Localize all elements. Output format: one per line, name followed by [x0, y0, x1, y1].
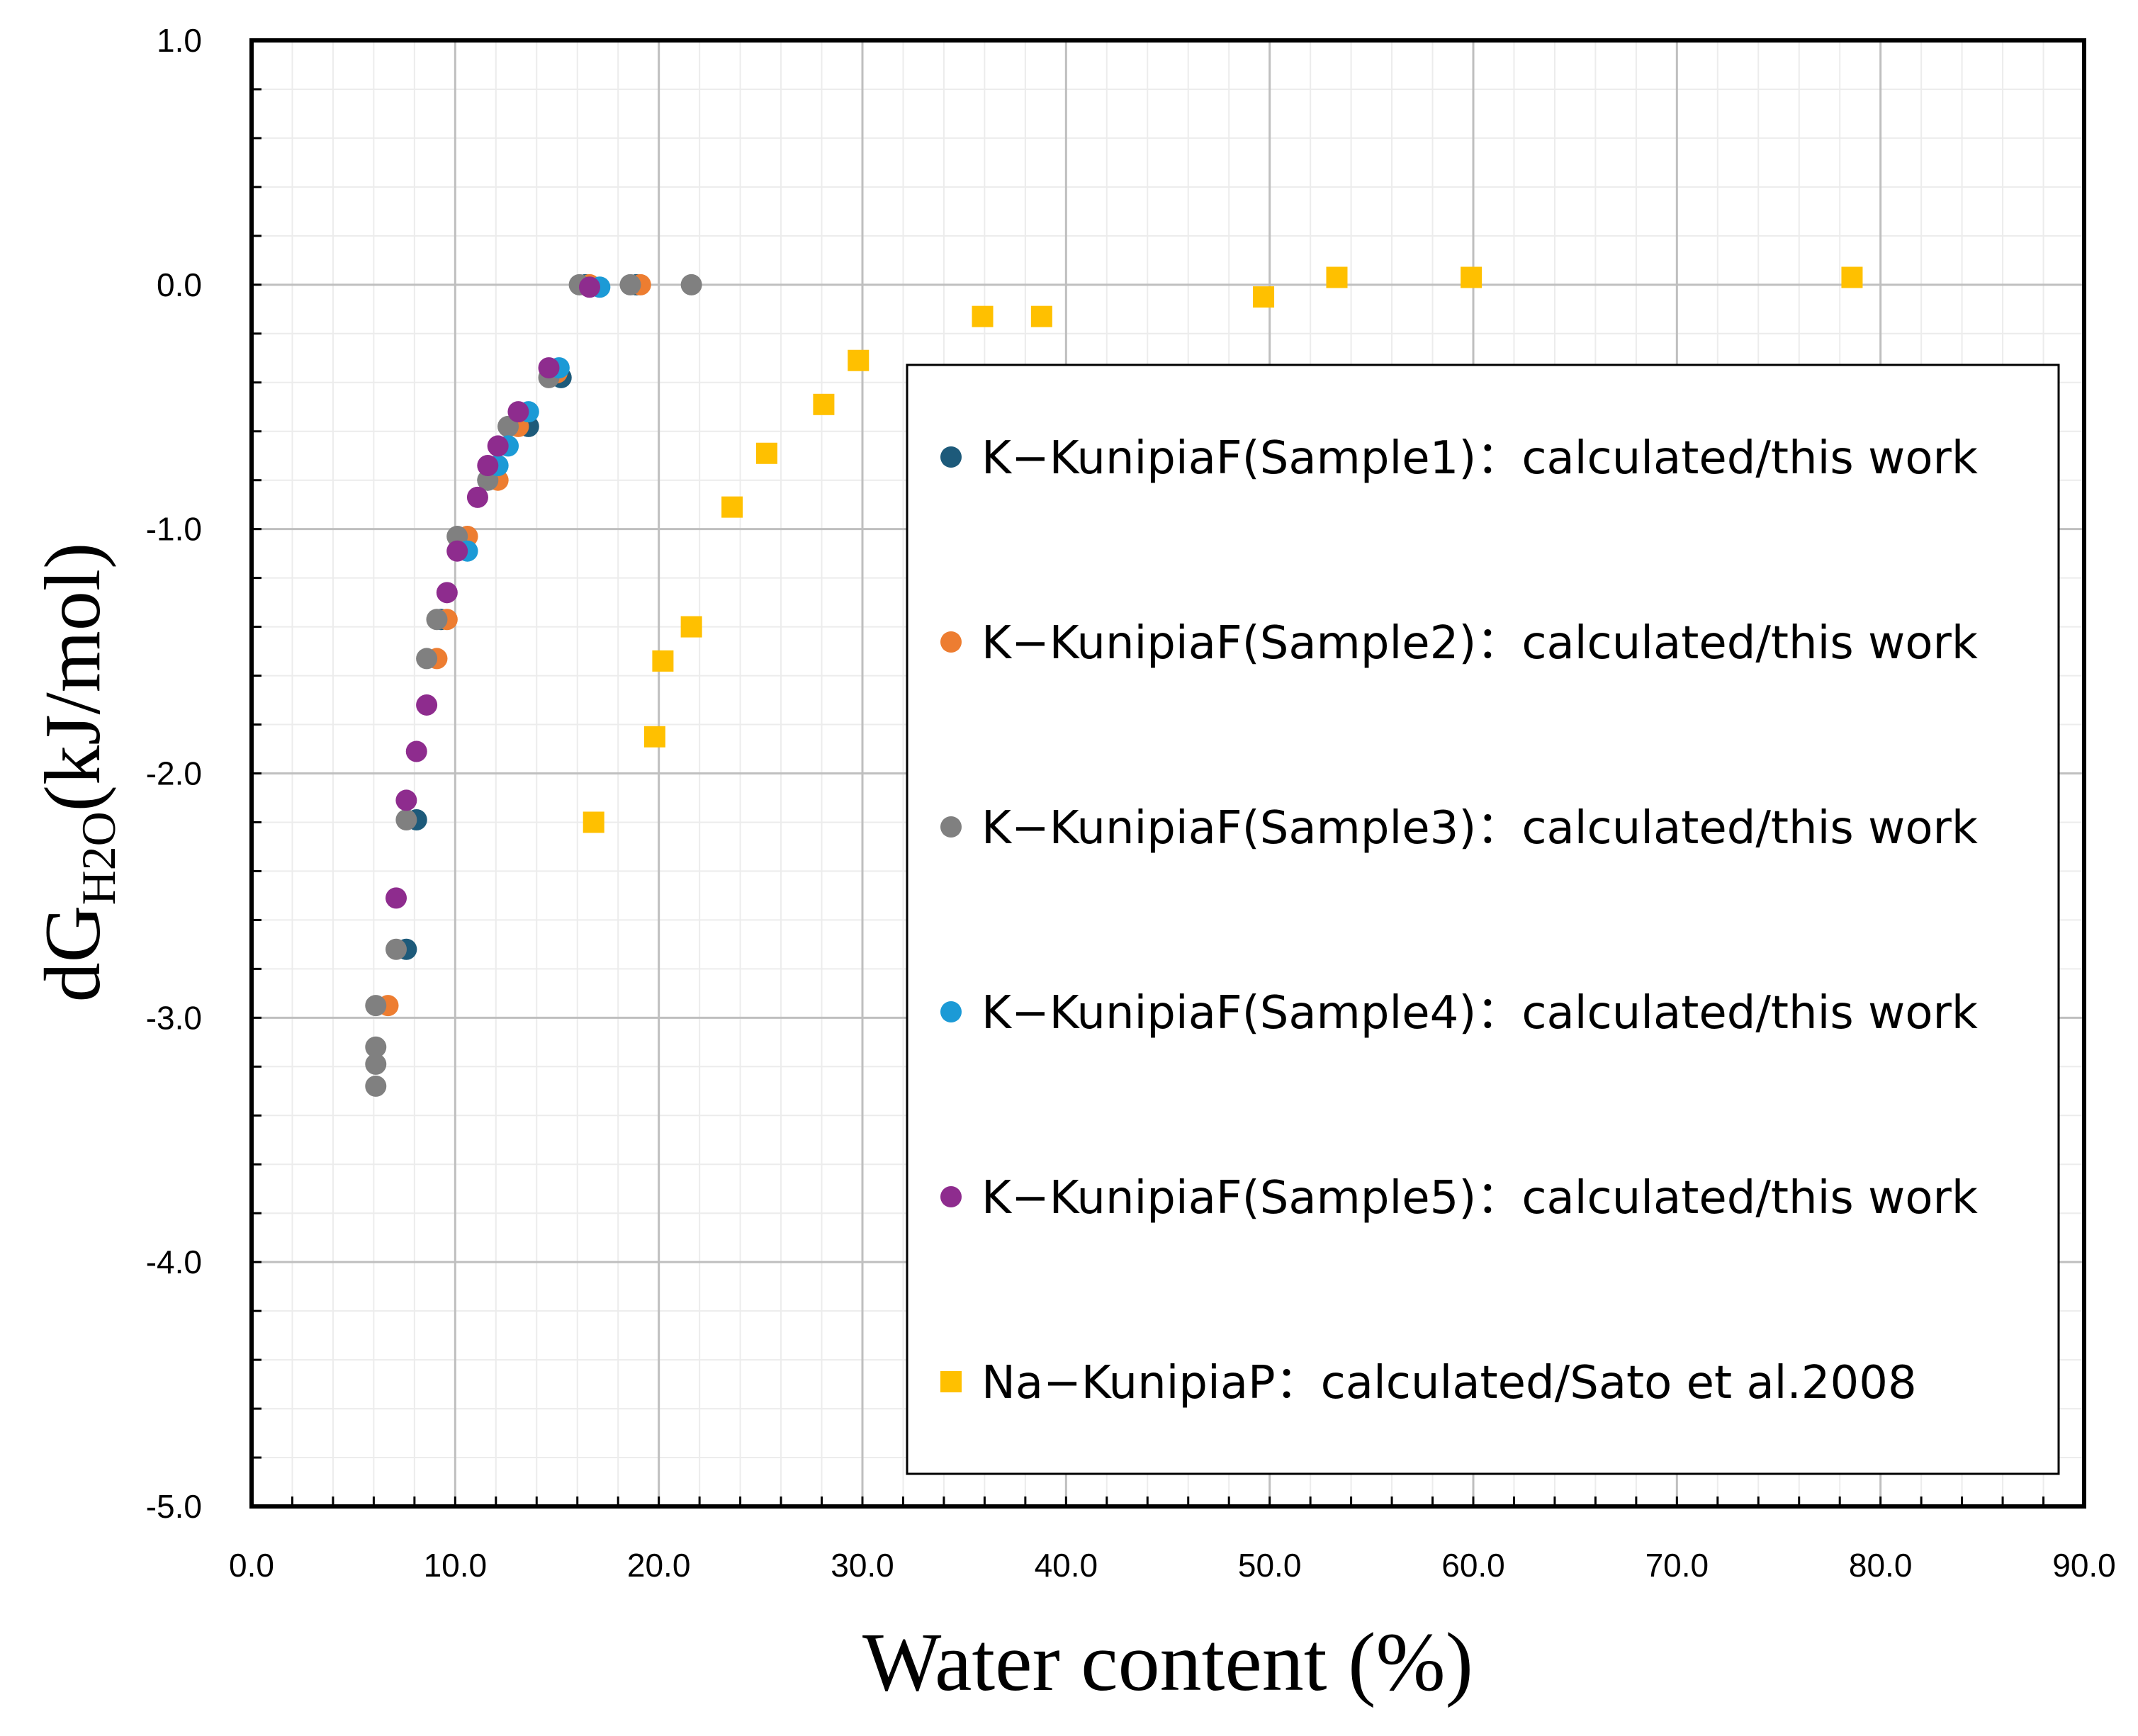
square-marker: [1253, 286, 1275, 308]
circle-marker: [365, 1036, 387, 1058]
circle-marker: [446, 540, 468, 562]
circle-marker: [365, 995, 387, 1017]
x-tick-label: 0.0: [229, 1547, 274, 1584]
y-tick-label: -2.0: [146, 755, 202, 792]
x-tick-label: 10.0: [424, 1547, 488, 1584]
circle-marker: [386, 938, 407, 960]
plot-frame: [249, 38, 2086, 1509]
x-axis-title: Water content (%): [862, 1616, 1473, 1708]
legend-circle-marker: [940, 1186, 962, 1207]
legend-circle-marker: [940, 446, 962, 468]
square-marker: [1461, 266, 1482, 288]
circle-marker: [619, 274, 641, 295]
circle-marker: [365, 1053, 387, 1075]
y-tick-label: -3.0: [146, 999, 202, 1036]
square-marker: [643, 726, 665, 748]
x-tick-label: 70.0: [1645, 1547, 1709, 1584]
legend-label: K−KunipiaF(Sample2)：calculated/this work: [981, 617, 1978, 670]
circle-marker: [416, 648, 438, 670]
x-tick-label: 80.0: [1849, 1547, 1913, 1584]
circle-marker: [507, 401, 529, 423]
x-tick-label: 60.0: [1441, 1547, 1505, 1584]
legend-box: [906, 363, 2060, 1475]
circle-marker: [386, 887, 407, 909]
square-marker: [583, 811, 604, 833]
circle-marker: [395, 789, 417, 811]
circle-marker: [487, 435, 509, 457]
x-tick-label: 50.0: [1238, 1547, 1302, 1584]
square-marker: [972, 305, 994, 327]
data-points: [365, 266, 1863, 1097]
y-tick-label: -4.0: [146, 1244, 202, 1280]
y-axis-title: dGH2O(kJ/mol): [29, 543, 125, 1003]
legend-label: K−KunipiaF(Sample5)：calculated/this work: [981, 1172, 1978, 1224]
circle-marker: [680, 274, 702, 295]
legend-circle-marker: [940, 1001, 962, 1022]
square-marker: [813, 393, 835, 415]
x-tick-label: 90.0: [2052, 1547, 2116, 1584]
y-axis-title-main: dG: [29, 905, 117, 1002]
circle-marker: [578, 276, 600, 298]
circle-marker: [416, 694, 438, 716]
y-tick-label: -5.0: [146, 1488, 202, 1525]
circle-marker: [405, 740, 427, 762]
legend-label: K−KunipiaF(Sample4)：calculated/this work: [981, 987, 1978, 1039]
legend-label: Na−KunipiaP：calculated/Sato et al.2008: [981, 1357, 1917, 1409]
x-tick-labels: 0.0 10.0 20.0 30.0 40.0 50.0 60.0 70.0 80.0 90.0: [229, 1547, 2116, 1584]
circle-marker: [477, 455, 499, 477]
square-marker: [721, 496, 743, 518]
legend-square-marker: [940, 1371, 962, 1392]
circle-marker: [436, 582, 458, 604]
y-tick-label: 0.0: [157, 266, 202, 303]
legend-label: K−KunipiaF(Sample3)：calculated/this work: [981, 802, 1978, 855]
circle-marker: [466, 486, 488, 508]
y-tick-labels: 1.0 0.0 -1.0 -2.0 -3.0 -4.0 -5.0: [146, 22, 202, 1525]
square-marker: [652, 650, 674, 672]
y-axis-title-unit: (kJ/mol): [29, 543, 117, 812]
y-tick-label: -1.0: [146, 511, 202, 548]
x-tick-label: 40.0: [1035, 1547, 1098, 1584]
y-axis-title-subscript: H2O: [72, 811, 125, 905]
circle-marker: [395, 809, 417, 831]
x-tick-label: 30.0: [831, 1547, 894, 1584]
circle-marker: [538, 357, 560, 379]
circle-marker: [365, 1075, 387, 1097]
circle-marker: [426, 609, 448, 631]
square-marker: [1841, 266, 1863, 288]
legend: K−KunipiaF(Sample1)：calculated/this work…: [906, 363, 2060, 1475]
square-marker: [755, 442, 777, 464]
legend-label: K−KunipiaF(Sample1)：calculated/this work: [981, 432, 1978, 485]
legend-circle-marker: [940, 816, 962, 838]
square-marker: [680, 616, 702, 638]
square-marker: [1326, 266, 1348, 288]
square-marker: [848, 349, 870, 371]
square-marker: [1030, 305, 1052, 327]
legend-circle-marker: [940, 631, 962, 653]
x-tick-label: 20.0: [627, 1547, 691, 1584]
y-tick-label: 1.0: [157, 22, 202, 59]
